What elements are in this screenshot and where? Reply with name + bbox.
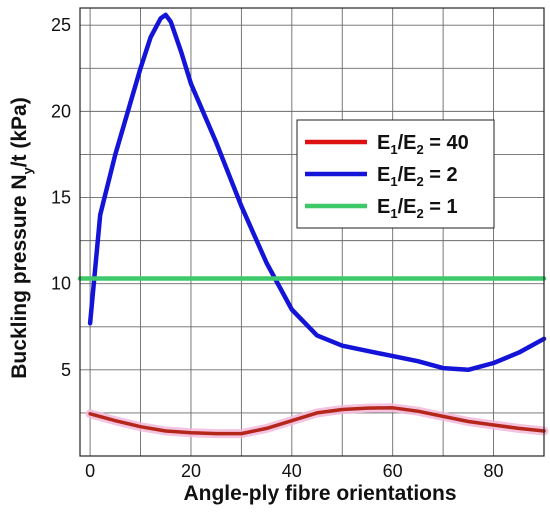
x-tick-label: 0 (85, 461, 95, 481)
series-line-1 (87, 12, 547, 373)
y-tick-label: 15 (51, 188, 71, 208)
plot-frame (79, 7, 545, 457)
x-tick-label: 40 (282, 461, 302, 481)
y-tick-label: 10 (51, 274, 71, 294)
y-axis-label: Buckling pressure Ny/t (kPa) (8, 97, 35, 378)
legend-label-2: E1/E2 = 1 (377, 196, 458, 221)
y-tick-label: 20 (51, 101, 71, 121)
x-tick-label: 60 (383, 461, 403, 481)
x-tick-label: 20 (181, 461, 201, 481)
x-tick-labels: 0 20 40 60 80 (85, 461, 504, 481)
legend-label-1: E1/E2 = 2 (377, 164, 458, 189)
y-tick-labels: 5 10 15 20 25 (51, 15, 71, 380)
y-tick-label: 5 (61, 360, 71, 380)
x-tick-label: 80 (484, 461, 504, 481)
x-axis-label: Angle-ply fibre orientations (183, 482, 456, 505)
series-line-0 (88, 406, 546, 436)
y-tick-label: 25 (51, 15, 71, 35)
legend-label-0: E1/E2 = 40 (377, 132, 469, 157)
grid-lines (80, 8, 545, 456)
series-lines (77, 12, 549, 439)
legend: E1/E2 = 40 E1/E2 = 2 E1/E2 = 1 (296, 119, 495, 229)
